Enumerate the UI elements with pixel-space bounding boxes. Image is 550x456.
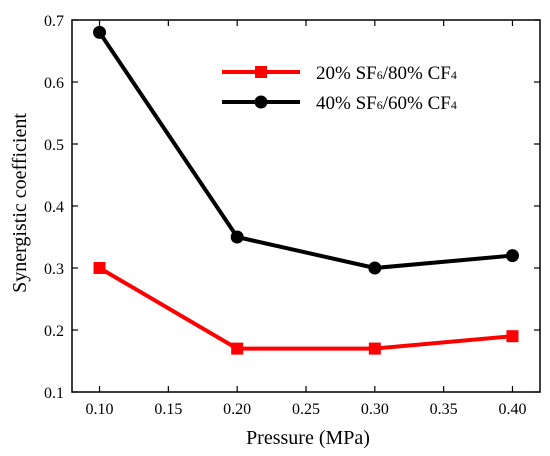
x-tick-label: 0.15 <box>154 401 182 418</box>
x-tick-label: 0.35 <box>430 401 458 418</box>
y-tick-label: 0.2 <box>44 323 64 340</box>
data-point <box>506 330 519 343</box>
series-line-2 <box>97 31 513 270</box>
y-tick-label: 0.3 <box>44 261 64 278</box>
data-point <box>93 25 107 39</box>
data-point <box>230 230 244 244</box>
x-tick-label: 0.10 <box>86 401 114 418</box>
x-tick-label: 0.25 <box>292 401 320 418</box>
y-tick-label: 0.5 <box>44 137 64 154</box>
legend-marker-1 <box>255 66 267 78</box>
plot-frame <box>71 19 541 393</box>
data-point <box>231 342 244 355</box>
x-tick-label: 0.30 <box>361 401 389 418</box>
y-tick-label: 0.4 <box>44 199 64 216</box>
legend-marker-2 <box>254 95 268 109</box>
data-point <box>368 261 382 275</box>
legend-label-1: 20% SF6/80% CF4 <box>316 63 457 84</box>
series-line-1 <box>98 266 513 351</box>
x-tick-label: 0.20 <box>223 401 251 418</box>
y-tick-label: 0.1 <box>44 385 64 402</box>
y-axis-title: Synergistic coefficient <box>9 113 31 293</box>
y-tick-label: 0.6 <box>44 75 64 92</box>
data-point <box>505 249 519 263</box>
x-axis-title: Pressure (MPa) <box>246 427 370 449</box>
y-tick-label: 0.7 <box>44 13 64 30</box>
data-point <box>93 262 106 274</box>
legend-label-2: 40% SF6/60% CF4 <box>316 93 457 114</box>
data-point <box>368 342 381 355</box>
x-tick-label: 0.40 <box>498 401 526 418</box>
